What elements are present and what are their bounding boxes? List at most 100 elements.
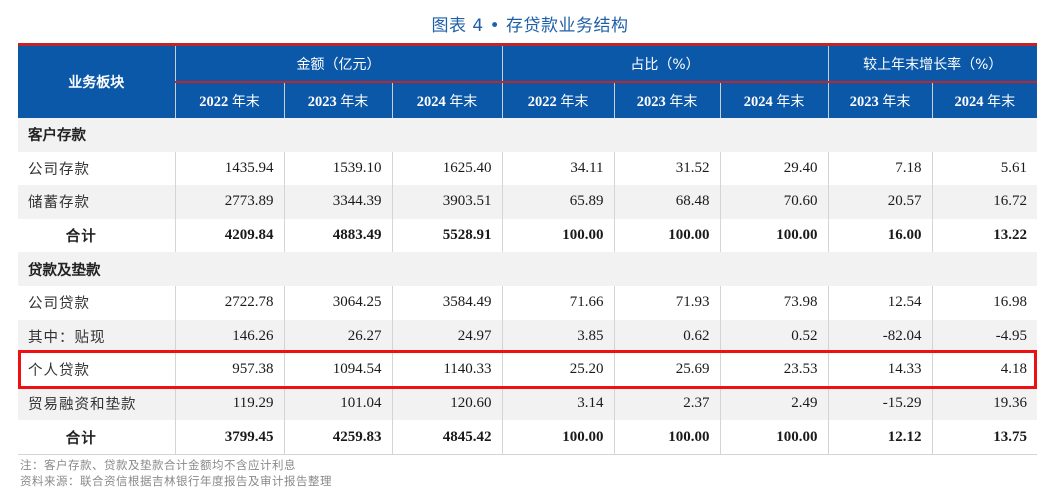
cell-value: 3903.51 — [391, 185, 503, 219]
cell-value: -15.29 — [827, 386, 933, 421]
cell-value: 3.14 — [501, 386, 615, 421]
cell-value: -82.04 — [827, 319, 933, 354]
row-label: 贸易融资和垫款 — [18, 386, 176, 421]
cell-value: 2722.78 — [174, 285, 285, 320]
subheader-year: 2024 — [416, 93, 446, 110]
section-label: 贷款及垫款 — [18, 252, 1038, 286]
cell-value: 1140.33 — [391, 353, 503, 387]
cell-value: 1435.94 — [174, 151, 285, 186]
cell-value: 26.27 — [283, 319, 393, 354]
cell-value: 1539.10 — [283, 151, 393, 186]
row-label: 个人贷款 — [18, 353, 176, 387]
cell-value: 68.48 — [613, 185, 721, 219]
cell-value: 3.85 — [501, 319, 615, 354]
subheader-year: 2023 — [636, 93, 666, 110]
cell-value: 100.00 — [719, 218, 829, 253]
group-header-growth-rate: 较上年末增长率（%） — [827, 43, 1038, 83]
cell-value: 73.98 — [719, 285, 829, 320]
cell-value: 100.00 — [501, 420, 615, 455]
subheader-3: 2022 年末 — [501, 82, 615, 118]
cell-value: 4845.42 — [391, 420, 503, 455]
group-header-share: 占比（%） — [501, 43, 829, 83]
cell-value: 25.20 — [501, 353, 615, 387]
cell-value: 14.33 — [827, 353, 933, 387]
cell-value: 13.22 — [931, 218, 1038, 253]
source-text: 资料来源：联合资信根据吉林银行年度报告及审计报告整理 — [20, 474, 332, 488]
table-row: 储蓄存款 2773.89 3344.39 3903.51 65.89 68.48 70.60… — [18, 185, 1038, 219]
cell-value: 12.54 — [827, 285, 933, 320]
subheader-year: 2024 — [743, 93, 773, 110]
cell-value: 100.00 — [719, 420, 829, 455]
table-row: 其中：贴现 146.26 26.27 24.97 3.85 0.62 0.52 -82.04-… — [18, 319, 1038, 354]
cell-value: 5528.91 — [391, 218, 503, 253]
cell-value: 3344.39 — [283, 185, 393, 219]
cell-value: 2.49 — [719, 386, 829, 421]
table-row: 公司存款 1435.94 1539.10 1625.40 34.11 31.52 29.40… — [18, 151, 1038, 186]
cell-value: 4209.84 — [174, 218, 285, 253]
figure-title: 图表 4 • 存贷款业务结构 — [431, 16, 629, 36]
total-row: 合计 3799.45 4259.83 4845.42 100.00 100.00 100.0… — [18, 420, 1038, 455]
cell-value: 23.53 — [719, 353, 829, 387]
cell-value: 0.52 — [719, 319, 829, 354]
cell-value: 29.40 — [719, 151, 829, 186]
subheader-suffix: 年末 — [560, 93, 589, 110]
cell-value: 101.04 — [283, 386, 393, 421]
cell-value: 3799.45 — [174, 420, 285, 455]
cell-value: -4.95 — [931, 319, 1038, 354]
cell-value: 70.60 — [719, 185, 829, 219]
cell-value: 2773.89 — [174, 185, 285, 219]
section-row: 贷款及垫款 — [18, 252, 1038, 286]
cell-value: 4259.83 — [283, 420, 393, 455]
section-label: 客户存款 — [18, 118, 1038, 152]
row-label: 公司存款 — [18, 151, 176, 186]
group-header-amount: 金额（亿元） — [174, 43, 503, 83]
subheader-4: 2023 年末 — [613, 82, 721, 118]
row-label: 合计 — [18, 420, 176, 455]
cell-value: 16.00 — [827, 218, 933, 253]
subheader-suffix: 年末 — [340, 93, 369, 110]
cell-value: 16.72 — [931, 185, 1038, 219]
cell-value: 31.52 — [613, 151, 721, 186]
table-row: 个人贷款 957.38 1094.54 1140.33 25.20 25.69 23.53 1… — [18, 353, 1038, 387]
cell-value: 5.61 — [931, 151, 1038, 186]
cell-value: 100.00 — [613, 420, 721, 455]
cell-value: 34.11 — [501, 151, 615, 186]
cell-value: 7.18 — [827, 151, 933, 186]
subheader-suffix: 年末 — [882, 93, 911, 110]
cell-value: 100.00 — [613, 218, 721, 253]
row-label: 其中：贴现 — [18, 319, 176, 354]
cell-value: 19.36 — [931, 386, 1038, 421]
subheader-5: 2024 年末 — [719, 82, 829, 118]
subheader-7: 2024 年末 — [931, 82, 1038, 118]
table-row: 贸易融资和垫款 119.29 101.04 120.60 3.14 2.37 2.49 -15… — [18, 386, 1038, 421]
row-label: 储蓄存款 — [18, 185, 176, 219]
cell-value: 119.29 — [174, 386, 285, 421]
cell-value: 20.57 — [827, 185, 933, 219]
row-header-business-segment: 业务板块 — [18, 43, 176, 118]
cell-value: 16.98 — [931, 285, 1038, 320]
row-label: 公司贷款 — [18, 285, 176, 320]
cell-value: 2.37 — [613, 386, 721, 421]
subheader-year: 2022 — [199, 93, 229, 110]
subheader-year: 2023 — [849, 93, 879, 110]
note-text: 注：客户存款、贷款及垫款合计金额均不含应计利息 — [20, 458, 296, 472]
subheader-suffix: 年末 — [669, 93, 698, 110]
subheader-year: 2024 — [954, 93, 984, 110]
cell-value: 24.97 — [391, 319, 503, 354]
cell-value: 100.00 — [501, 218, 615, 253]
deposit-loan-structure-table-container: 业务板块 金额（亿元） 占比（%） 较上年末增长率（%） 2022 年末 2023… — [18, 43, 1038, 455]
subheader-6: 2023 年末 — [827, 82, 933, 118]
cell-value: 65.89 — [501, 185, 615, 219]
cell-value: 3064.25 — [283, 285, 393, 320]
cell-value: 4883.49 — [283, 218, 393, 253]
row-label: 合计 — [18, 218, 176, 253]
deposit-loan-structure-table: 业务板块 金额（亿元） 占比（%） 较上年末增长率（%） 2022 年末 2023… — [18, 43, 1038, 455]
table-row: 公司贷款 2722.78 3064.25 3584.49 71.66 71.93 73.98… — [18, 285, 1038, 320]
subheader-suffix: 年末 — [987, 93, 1016, 110]
subheader-year: 2022 — [527, 93, 557, 110]
cell-value: 1625.40 — [391, 151, 503, 186]
subheader-year: 2023 — [307, 93, 337, 110]
subheader-0: 2022 年末 — [174, 82, 285, 118]
cell-value: 1094.54 — [283, 353, 393, 387]
cell-value: 957.38 — [174, 353, 285, 387]
